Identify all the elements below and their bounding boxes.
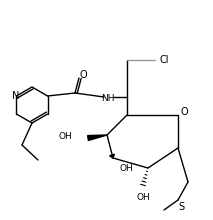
Text: S: S xyxy=(178,202,184,212)
Text: N: N xyxy=(12,91,19,101)
Text: O: O xyxy=(180,107,188,117)
Text: NH: NH xyxy=(101,94,115,103)
Text: OH: OH xyxy=(136,192,150,202)
Text: Cl: Cl xyxy=(159,55,169,65)
Text: OH: OH xyxy=(58,132,72,141)
Polygon shape xyxy=(110,154,114,158)
Polygon shape xyxy=(88,135,107,140)
Text: OH: OH xyxy=(120,163,134,172)
Text: O: O xyxy=(79,70,87,80)
